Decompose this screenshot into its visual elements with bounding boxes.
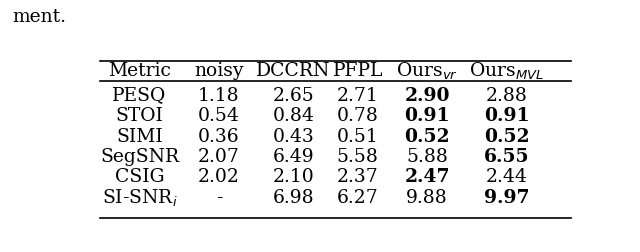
Text: 2.44: 2.44 [486,168,527,186]
Text: STOI: STOI [116,107,163,124]
Text: CSIG: CSIG [115,168,164,186]
Text: ment.: ment. [13,8,67,25]
Text: SIMI: SIMI [116,127,163,145]
Text: 0.91: 0.91 [404,107,450,124]
Text: 6.55: 6.55 [484,147,529,165]
Text: 2.65: 2.65 [273,86,314,104]
Text: 0.91: 0.91 [484,107,529,124]
Text: 6.49: 6.49 [273,147,314,165]
Text: 2.47: 2.47 [404,168,450,186]
Text: Ours$_{vr}$: Ours$_{vr}$ [396,60,458,82]
Text: 0.52: 0.52 [484,127,529,145]
Text: 2.07: 2.07 [198,147,240,165]
Text: DCCRN: DCCRN [256,62,330,80]
Text: 0.43: 0.43 [273,127,314,145]
Text: 6.27: 6.27 [337,188,379,206]
Text: 2.88: 2.88 [486,86,527,104]
Text: 9.88: 9.88 [406,188,448,206]
Text: 0.51: 0.51 [337,127,379,145]
Text: 0.54: 0.54 [198,107,240,124]
Text: 0.84: 0.84 [273,107,314,124]
Text: 2.02: 2.02 [198,168,240,186]
Text: 2.71: 2.71 [337,86,379,104]
Text: noisy: noisy [194,62,244,80]
Text: 0.52: 0.52 [404,127,450,145]
Text: 1.18: 1.18 [198,86,240,104]
Text: 2.10: 2.10 [273,168,314,186]
Text: 0.36: 0.36 [198,127,240,145]
Text: Ours$_{MVL}$: Ours$_{MVL}$ [469,60,544,82]
Text: 2.90: 2.90 [404,86,450,104]
Text: 0.78: 0.78 [337,107,379,124]
Text: Metric: Metric [108,62,171,80]
Text: SegSNR: SegSNR [100,147,179,165]
Text: 2.37: 2.37 [337,168,379,186]
Text: 5.58: 5.58 [337,147,379,165]
Text: -: - [216,188,222,206]
Text: 9.97: 9.97 [484,188,529,206]
Text: 6.98: 6.98 [273,188,314,206]
Text: PFPL: PFPL [333,62,383,80]
Text: 5.88: 5.88 [406,147,448,165]
Text: SI-SNR$_{i}$: SI-SNR$_{i}$ [102,186,177,208]
Text: PESQ: PESQ [113,86,166,104]
